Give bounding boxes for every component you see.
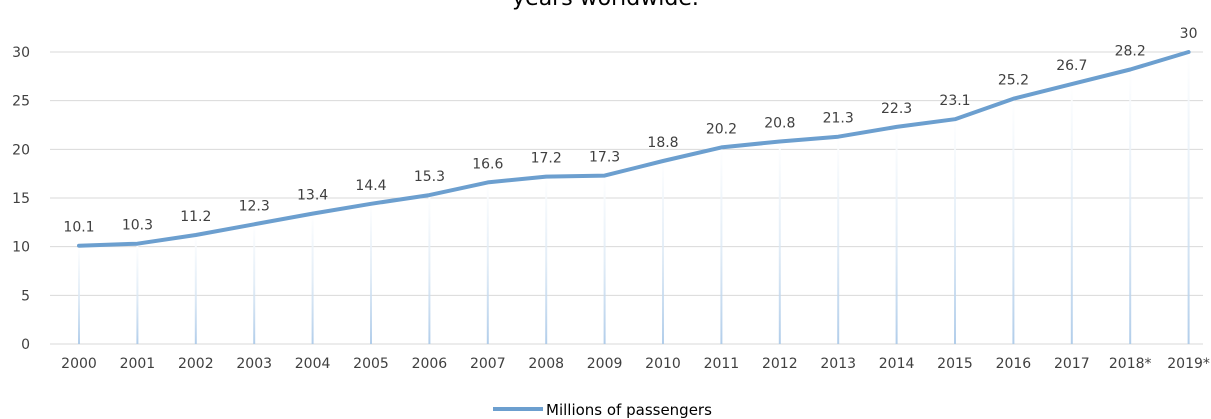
data-labels: 10.1 10.3 11.2 12.3 13.4 14.4 15.3 16.6 17.2 17.3… [63,26,1197,236]
drop-line [895,126,898,345]
data-label: 26.7 [1056,58,1087,74]
x-tick-label: 2000 [61,356,97,372]
data-label: 22.3 [881,101,912,117]
y-tick-label: 25 [12,94,30,110]
x-tick-label: 2009 [587,356,623,372]
drop-line [1070,84,1073,345]
drop-line [428,195,431,344]
x-axis: 2000 2001 2002 2003 2004 2005 2006 2007 2008 2009… [61,356,1210,372]
x-tick-label: 2015 [937,356,973,372]
x-tick-label: 2013 [820,356,856,372]
drop-line [311,213,314,344]
drop-line [662,161,664,344]
series-line-group [77,50,1191,248]
x-tick-label: 2010 [645,356,681,372]
drop-line [1012,98,1015,344]
drop-line [253,224,256,344]
x-tick-label: 2014 [879,356,915,372]
data-label: 13.4 [297,188,328,204]
x-tick-label: 2006 [412,356,448,372]
data-label: 10.1 [63,220,94,236]
x-tick-label: 2004 [295,356,331,372]
x-tick-label: 2012 [762,356,798,372]
drop-line [1129,69,1132,345]
data-label: 12.3 [239,198,270,214]
drop-lines [78,52,1190,345]
data-label: 16.6 [472,156,503,172]
x-tick-label: 2019* [1167,356,1210,372]
drop-line [837,136,840,344]
drop-line [370,203,372,344]
y-tick-label: 0 [21,337,30,353]
y-tick-label: 30 [12,45,30,61]
data-label: 23.1 [939,93,970,109]
drop-line [136,243,139,344]
data-label: 10.3 [122,218,153,234]
drop-line [720,147,723,344]
x-tick-label: 2002 [178,356,214,372]
x-tick-label: 2007 [470,356,506,372]
drop-line [78,245,80,344]
y-axis: 0 5 10 15 20 25 30 [12,45,30,353]
legend-label: Millions of passengers [546,401,712,419]
data-label: 18.8 [647,135,678,151]
y-tick-label: 20 [12,142,30,158]
data-label: 20.8 [764,116,795,132]
x-tick-label: 2003 [236,356,272,372]
data-label: 20.2 [706,121,737,137]
x-tick-label: 2016 [996,356,1032,372]
data-label: 17.3 [589,150,620,166]
x-tick-label: 2008 [528,356,564,372]
x-tick-label: 2017 [1054,356,1090,372]
series-line [77,50,1191,248]
data-label: 25.2 [998,73,1029,89]
drop-line [486,182,489,344]
data-label: 17.2 [531,151,562,167]
x-tick-label: 2005 [353,356,389,372]
data-label: 14.4 [355,178,386,194]
drop-line [954,119,956,344]
drop-line [778,141,781,344]
data-label: 28.2 [1115,44,1146,60]
y-tick-label: 5 [21,288,30,304]
drop-line [545,176,548,344]
x-tick-label: 2011 [704,356,740,372]
y-tick-label: 15 [12,191,30,207]
data-label: 21.3 [823,111,854,127]
chart-title: years worldwide. [0,0,1211,11]
y-tick-label: 10 [12,240,30,256]
legend: Millions of passengers [493,401,712,419]
data-label: 11.2 [180,209,211,225]
drop-line [194,234,197,344]
drop-line [603,175,606,344]
data-label: 15.3 [414,169,445,185]
x-tick-label: 2018* [1109,356,1152,372]
data-label: 30 [1180,26,1198,42]
x-tick-label: 2001 [120,356,156,372]
drop-line [1187,52,1190,344]
